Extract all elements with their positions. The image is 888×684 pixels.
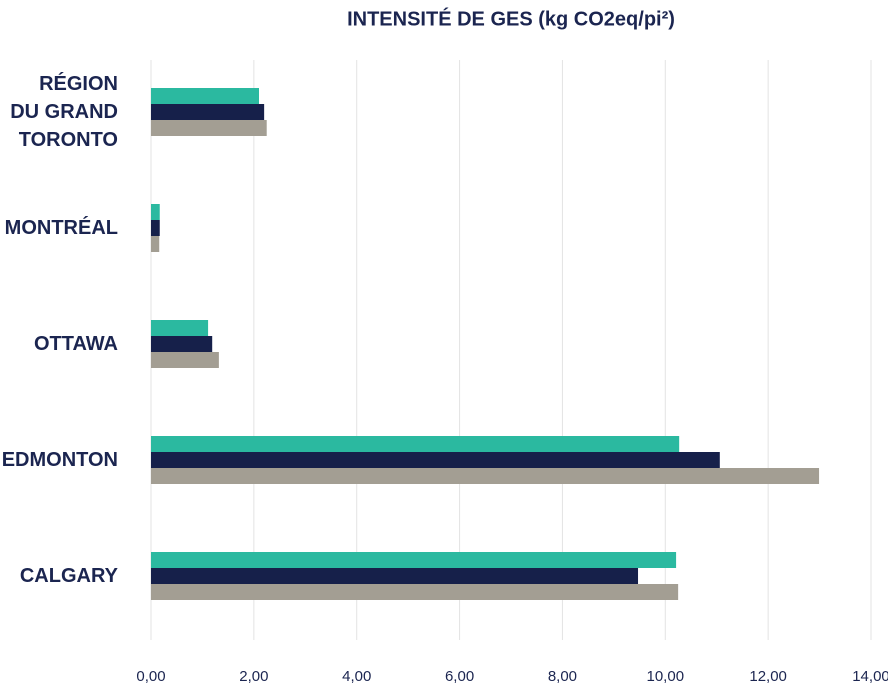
bar: [151, 352, 219, 368]
bar: [151, 204, 160, 220]
category-label: EDMONTON: [1, 449, 118, 471]
bar: [151, 120, 267, 136]
x-tick-label: 8,00: [548, 668, 577, 684]
category-label: CALGARY: [19, 565, 118, 587]
x-tick-label: 14,00: [852, 668, 888, 684]
x-tick-label: 12,00: [749, 668, 787, 684]
bar: [151, 236, 160, 252]
bar: [151, 584, 679, 600]
x-tick-label: 2,00: [239, 668, 268, 684]
chart-title: INTENSITÉ DE GES (kg CO2eq/pi²): [347, 7, 675, 30]
category-label: MONTRÉAL: [4, 217, 118, 239]
x-tick-label: 10,00: [647, 668, 685, 684]
category-label: RÉGION DU GRAND TORONTO: [10, 73, 118, 151]
bar: [151, 568, 639, 584]
bar: [151, 320, 209, 336]
bar: [151, 220, 160, 236]
bar: [151, 104, 265, 120]
bar: [151, 336, 213, 352]
x-tick-label: 4,00: [342, 668, 371, 684]
bar: [151, 468, 820, 484]
x-tick-label: 6,00: [445, 668, 474, 684]
category-label: OTTAWA: [33, 333, 118, 355]
x-tick-label: 0,00: [136, 668, 165, 684]
bar: [151, 452, 720, 468]
bar: [151, 552, 677, 568]
bar: [151, 88, 259, 104]
bar: [151, 436, 680, 452]
